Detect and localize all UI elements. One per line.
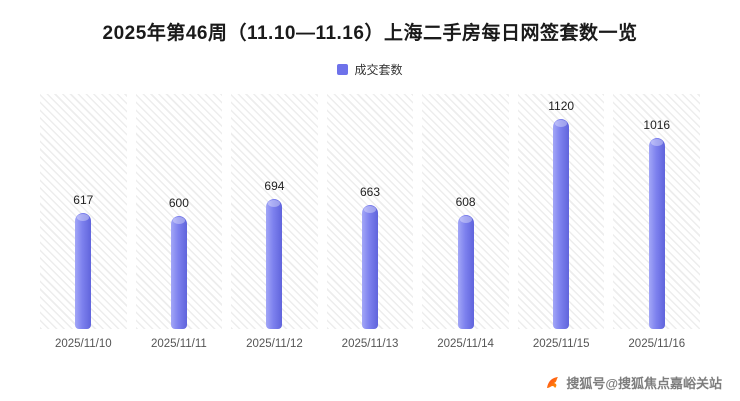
bar: [266, 199, 283, 329]
bar-value-label: 1120: [548, 99, 575, 113]
chart-column: 1120 2025/11/15: [517, 94, 605, 350]
x-axis-tick-label: 2025/11/16: [628, 338, 686, 350]
chart-column-panel: 617: [40, 94, 127, 329]
x-axis-tick-label: 2025/11/11: [150, 338, 207, 350]
x-axis-tick-label: 2025/11/14: [437, 338, 494, 350]
bar: [170, 216, 187, 329]
chart-column: 694 2025/11/12: [231, 94, 318, 350]
bar: [648, 138, 665, 329]
chart-column-panel: 694: [231, 94, 318, 329]
x-axis-tick-label: 2025/11/12: [246, 338, 303, 350]
bar: [457, 215, 474, 329]
chart-title: 2025年第46周（11.10—11.16）上海二手房每日网签套数一览: [102, 23, 638, 44]
bar-value-label: 608: [455, 195, 476, 209]
chart-column: 1016 2025/11/16: [613, 94, 701, 350]
chart-column-panel: 663: [326, 94, 414, 329]
chart-column-panel: 608: [422, 94, 509, 329]
sohu-logo-icon: [545, 374, 562, 391]
x-axis-tick-label: 2025/11/10: [54, 338, 112, 350]
bar-value-label: 1016: [643, 118, 671, 132]
bar-value-label: 663: [360, 185, 381, 199]
bar-value-label: 617: [73, 193, 94, 207]
bar-value-label: 694: [264, 179, 285, 193]
bar: [553, 119, 570, 329]
chart-column: 600 2025/11/11: [135, 94, 223, 350]
chart-column: 617 2025/11/10: [40, 94, 127, 350]
x-axis-tick-label: 2025/11/13: [341, 338, 399, 350]
x-axis-tick-label: 2025/11/15: [532, 338, 590, 350]
bar: [362, 205, 379, 329]
chart-column-panel: 1016: [613, 94, 701, 329]
watermark: 搜狐号@搜狐焦点嘉峪关站: [545, 373, 722, 392]
watermark-text: 搜狐号@搜狐焦点嘉峪关站: [566, 376, 722, 391]
chart-column-panel: 600: [135, 94, 223, 329]
bar-value-label: 600: [168, 196, 189, 210]
bar-chart: 617 2025/11/10 600 2025/11/11 694 2025/11/12 6…: [40, 94, 701, 350]
chart-column: 608 2025/11/14: [422, 94, 509, 350]
chart-column-panel: 1120: [517, 94, 605, 329]
legend-label: 成交套数: [354, 63, 403, 77]
legend-swatch: [337, 64, 349, 75]
legend: 成交套数: [0, 61, 740, 78]
bar: [75, 213, 92, 329]
chart-column: 663 2025/11/13: [326, 94, 414, 350]
